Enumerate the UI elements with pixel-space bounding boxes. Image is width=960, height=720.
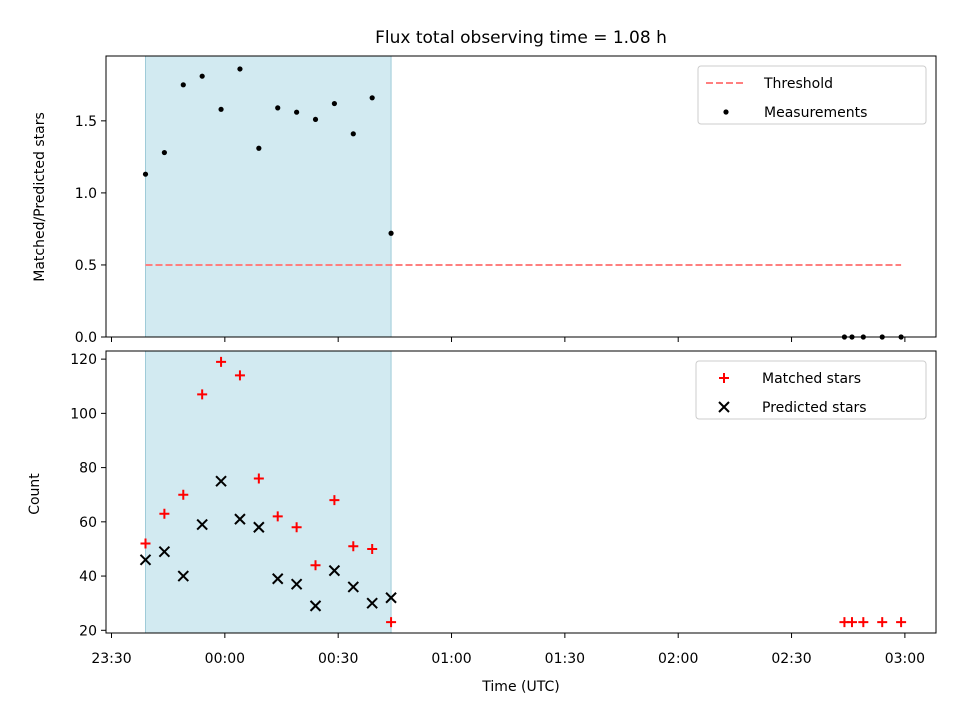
legend-predicted-swatch	[718, 401, 730, 413]
top-y-tick-label: 1.0	[75, 186, 97, 202]
predicted-stars-marker	[196, 518, 208, 531]
measurements-point	[388, 230, 394, 236]
measurements-point	[256, 145, 262, 151]
bottom-axes-frame	[105, 350, 937, 634]
bottom-legend: Matched stars Predicted stars	[695, 360, 927, 420]
matched-stars-marker	[159, 508, 170, 519]
matched-stars-marker	[858, 617, 869, 628]
predicted-stars-marker	[328, 564, 341, 577]
predicted-stars-marker	[253, 521, 265, 533]
measurements-point	[331, 100, 338, 107]
bottom-y-tick-label: 80	[79, 461, 97, 477]
x-tick-label: 00:00	[205, 651, 245, 667]
measurements-point	[369, 95, 375, 101]
matched-stars-marker	[310, 560, 321, 571]
matched-stars-marker	[197, 389, 208, 400]
legend-matched-swatch	[719, 373, 729, 383]
predicted-stars-marker	[366, 597, 378, 609]
top-y-axis-label: Matched/Predicted stars	[32, 112, 48, 282]
top-panel: 0.0 0.5 1.0 1.5 Threshold Measurements	[75, 55, 937, 346]
bottom-panel: 20 40 60 80 100 120 23:30 00:00 00:30 01:00 01:30 0…	[70, 350, 937, 667]
x-tick-label: 00:30	[318, 651, 358, 667]
top-y-tick-label: 0.0	[75, 330, 97, 346]
x-tick-label: 02:30	[771, 651, 811, 667]
matched-stars-marker	[234, 370, 245, 381]
shaded-interval	[145, 350, 392, 634]
predicted-stars-marker	[385, 592, 397, 604]
predicted-stars-marker	[177, 570, 189, 582]
x-tick-label: 23:30	[91, 651, 131, 667]
measurements-point	[294, 109, 300, 115]
predicted-stars-marker	[272, 573, 284, 585]
measurements-point	[237, 66, 243, 72]
legend-box	[695, 360, 927, 420]
x-tick-label: 03:00	[885, 651, 925, 667]
matched-stars-marker	[272, 511, 283, 522]
measurements-point	[199, 73, 205, 79]
legend-box	[697, 65, 927, 125]
matched-stars-marker	[348, 541, 359, 552]
matched-stars-marker	[846, 617, 857, 628]
legend-label: Measurements	[764, 105, 867, 121]
matched-stars-marker	[896, 617, 907, 628]
measurements-point	[312, 116, 319, 123]
measurements-point	[275, 105, 281, 111]
predicted-stars-marker	[309, 600, 322, 612]
predicted-stars-marker	[158, 545, 171, 558]
x-tick-label: 02:00	[658, 651, 698, 667]
predicted-stars-marker	[215, 475, 227, 487]
top-legend: Threshold Measurements	[697, 65, 927, 125]
matched-stars-marker	[253, 473, 264, 484]
top-y-tick-label: 0.5	[75, 258, 97, 274]
bottom-y-axis-label: Count	[27, 473, 43, 515]
shaded-interval	[145, 55, 392, 338]
measurements-point	[218, 106, 224, 112]
matched-stars-marker	[216, 356, 227, 367]
top-y-tick-label: 1.5	[75, 114, 97, 130]
predicted-stars-marker	[139, 554, 152, 566]
matched-stars-marker	[140, 538, 151, 549]
matched-stars-marker	[329, 495, 340, 506]
bottom-y-tick-label: 100	[70, 406, 97, 422]
measurements-point	[161, 149, 167, 156]
measurements-point	[142, 171, 149, 177]
predicted-stars-marker	[347, 581, 359, 593]
measurements-point	[180, 82, 186, 88]
legend-label: Predicted stars	[762, 400, 867, 416]
matched-stars-marker	[178, 489, 189, 500]
top-axes-frame	[105, 55, 937, 338]
matched-stars-marker	[877, 617, 888, 628]
matched-stars-marker	[367, 543, 378, 554]
bottom-y-tick-label: 60	[79, 515, 97, 531]
figure-title: Flux total observing time = 1.08 h	[375, 28, 667, 48]
x-axis-label: Time (UTC)	[481, 679, 559, 695]
matched-stars-marker	[291, 522, 302, 533]
matched-stars-marker	[386, 617, 397, 628]
legend-label: Matched stars	[762, 371, 861, 387]
bottom-y-tick-label: 20	[79, 623, 97, 639]
predicted-stars-marker	[234, 513, 246, 525]
legend-label: Threshold	[763, 76, 833, 92]
predicted-stars-marker	[290, 578, 303, 590]
legend-measurements-swatch	[723, 109, 729, 115]
measurements-point	[350, 131, 356, 137]
x-tick-label: 01:00	[431, 651, 471, 667]
bottom-y-tick-label: 120	[70, 352, 97, 368]
bottom-y-tick-label: 40	[79, 569, 97, 585]
x-tick-label: 01:30	[545, 651, 585, 667]
